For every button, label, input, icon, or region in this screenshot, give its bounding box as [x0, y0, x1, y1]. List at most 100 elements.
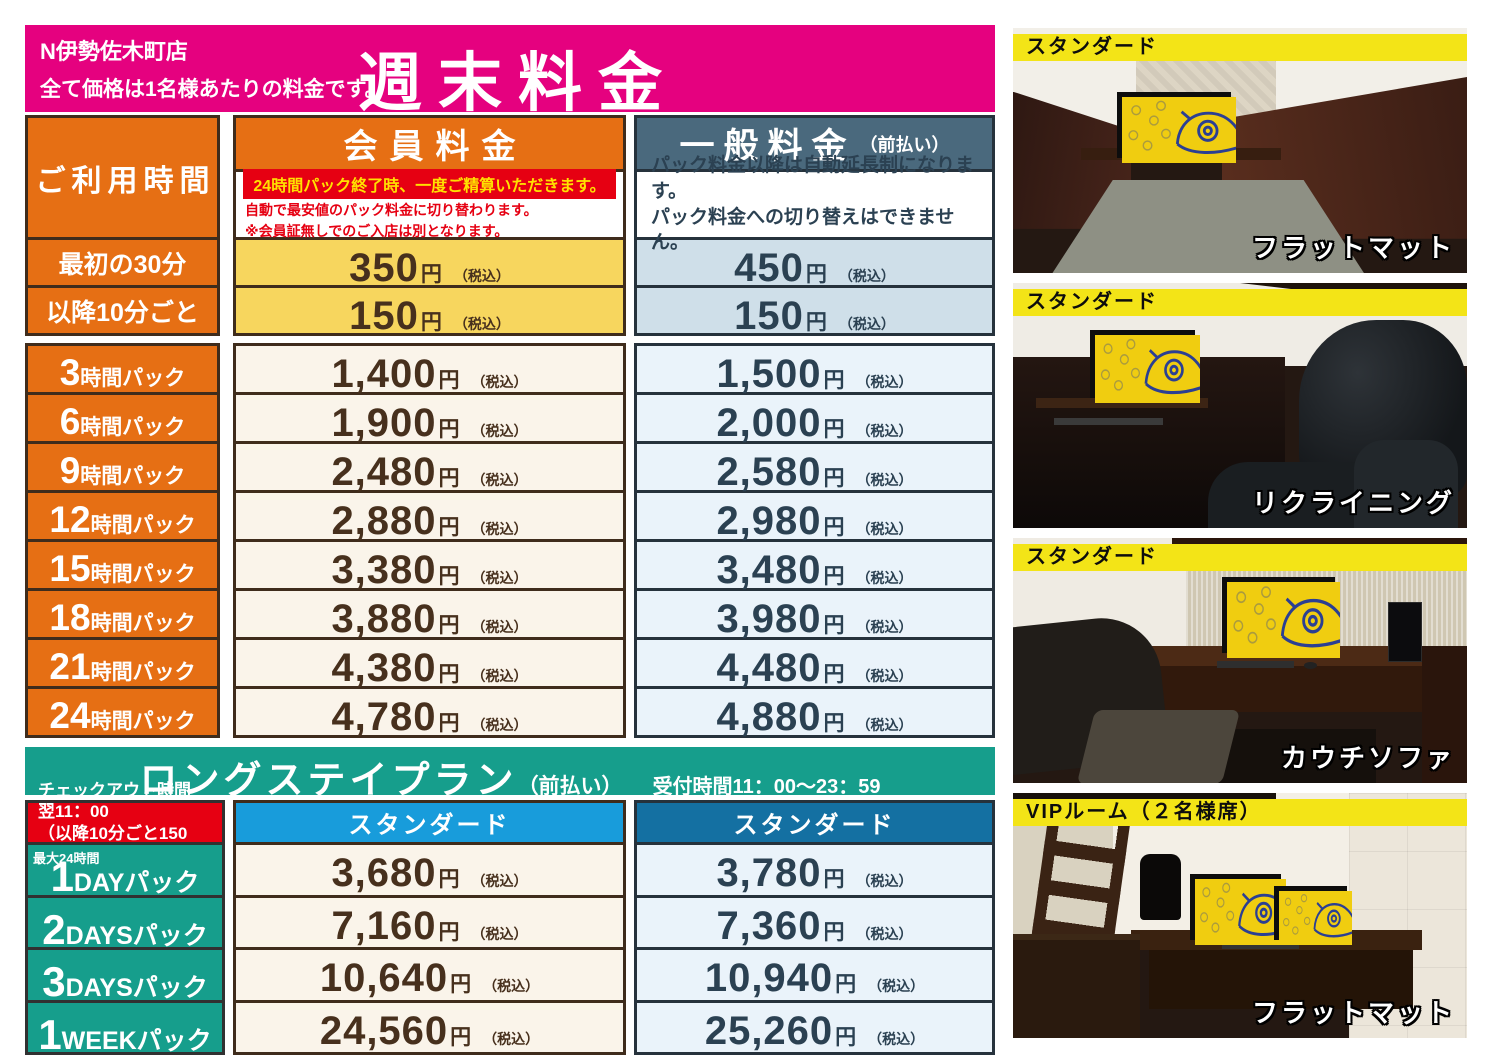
spacer [25, 336, 220, 343]
yen-label: 円 [835, 1026, 857, 1049]
price-value: 1,900 [331, 401, 437, 445]
tax-label: （税込） [471, 472, 528, 488]
price-value: 3,480 [716, 548, 822, 592]
member-price-cell: 1,400 円 （税込） [233, 343, 626, 396]
general-price-cell: 3,780 円 （税込） [634, 842, 995, 898]
row-label: 6 時間パック [25, 392, 220, 444]
member-price-cell: 3,880 円 （税込） [233, 588, 626, 641]
room-type-tag: スタンダード [1013, 34, 1467, 61]
price-value: 7,360 [716, 904, 822, 948]
tax-label: （税込） [471, 521, 528, 537]
yen-label: 円 [835, 973, 857, 996]
general-price-cell: 4,480 円 （税込） [634, 637, 995, 690]
yen-label: 円 [805, 311, 827, 334]
member-price-cell: 3,380 円 （税込） [233, 539, 626, 592]
general-price-cell: 3,980 円 （税込） [634, 588, 995, 641]
per-person-note: 全て価格は1名様あたりの料金です。 [40, 78, 386, 101]
checkout-notice: チェックアウト時間 翌11：00 （以降10分ごと150円） [25, 781, 225, 864]
tax-label: （税込） [856, 374, 913, 390]
tax-label: （税込） [838, 316, 895, 332]
general-price-cell: 25,260 円 （税込） [634, 1000, 995, 1055]
pack-days: 2 [42, 906, 66, 953]
general-price-cell: 2,580 円 （税込） [634, 441, 995, 494]
monitor [1274, 886, 1352, 945]
longstay-prepaid-label: （前払い） [517, 775, 623, 798]
price-value: 4,880 [716, 695, 822, 739]
room-photo-vip: VIPルーム（２名様席） フラットマット [1013, 793, 1467, 1038]
yen-label: 円 [823, 663, 845, 686]
room-photo-standard-recliner: スタンダード リクライニング [1013, 283, 1467, 528]
price-value: 150 [734, 294, 804, 338]
longstay-title: ロングステイプラン [139, 760, 518, 802]
member-price-cell: 4,380 円 （税込） [233, 637, 626, 690]
longstay-banner: ロングステイプラン （前払い） 受付時間11：00～23：59 [25, 747, 995, 802]
title-banner: N伊勢佐木町店 週末料金 全て価格は1名様あたりの料金です。 [25, 25, 995, 119]
general-header-text: 一般料金 [679, 127, 856, 166]
tax-label: （税込） [856, 521, 913, 537]
price-value: 2,480 [331, 450, 437, 494]
price-value: 2,880 [331, 499, 437, 543]
monitor [1090, 329, 1200, 404]
longstay-column-general: スタンダード 3,780 円（税込） 7,360 円（税込） 10,940 円（税込）… [634, 800, 995, 1055]
price-value: 350 [349, 246, 419, 290]
tax-label: （税込） [838, 268, 895, 284]
yen-label: 円 [438, 921, 460, 944]
pack-unit: 時間パック [90, 661, 196, 684]
general-price-cell: 2,000 円 （税込） [634, 392, 995, 445]
price-value: 25,260 [704, 1009, 834, 1053]
room-type-tag: スタンダード [1013, 289, 1467, 316]
member-header: 会員料金 [233, 115, 626, 172]
fish-mascot-icon [1101, 338, 1200, 394]
member-notice-title: 24時間パック終了時、一度ご精算いただきます。 [243, 169, 616, 199]
spacer [634, 336, 995, 343]
pack-unit: 時間パック [90, 514, 196, 537]
tax-label: （税込） [471, 570, 528, 586]
price-value: 1,400 [331, 352, 437, 396]
yen-label: 円 [823, 921, 845, 944]
pack-hours: 21 [49, 646, 91, 687]
yen-label: 円 [438, 467, 460, 490]
tax-label: （税込） [856, 873, 913, 889]
longstay-column-label: チェックアウト時間 翌11：00 （以降10分ごと150円） 最大24時間1DA… [25, 781, 225, 1058]
yen-label: 円 [438, 418, 460, 441]
member-price-cell: 24,560 円 （税込） [233, 1000, 626, 1055]
price-value: 10,640 [319, 956, 449, 1000]
monitor [1117, 91, 1236, 163]
checkout-line: チェックアウト時間 翌11：00 [38, 781, 191, 822]
yen-label: 円 [823, 467, 845, 490]
tax-label: （税込） [856, 472, 913, 488]
member-price-cell: 10,640 円 （税込） [233, 947, 626, 1003]
tax-label: （税込） [856, 423, 913, 439]
screen [1195, 878, 1286, 945]
price-value: 4,780 [331, 695, 437, 739]
tax-label: （税込） [483, 978, 540, 994]
tax-label: （税込） [453, 316, 510, 332]
tax-label: （税込） [471, 717, 528, 733]
spacer [233, 336, 626, 343]
price-value: 4,380 [331, 646, 437, 690]
tax-label: （税込） [471, 873, 528, 889]
room-type-tag: VIPルーム（２名様席） [1013, 799, 1467, 826]
pack-days: 1 [50, 853, 74, 900]
member-price-cell: 2,880 円 （税込） [233, 490, 626, 543]
yen-label: 円 [438, 565, 460, 588]
yen-label: 円 [823, 614, 845, 637]
price-value: 3,780 [716, 851, 822, 895]
screen [1122, 96, 1236, 163]
monitor [1221, 577, 1341, 659]
tax-label: （税込） [471, 374, 528, 390]
general-price-cell: 4,880 円 （税込） [634, 686, 995, 739]
price-value: 150 [349, 294, 419, 338]
price-value: 10,940 [704, 956, 834, 1000]
general-notice-line: パック料金以降は自動延長制になります。 [651, 155, 975, 202]
row-label: 3 時間パック [25, 343, 220, 395]
yen-label: 円 [438, 663, 460, 686]
price-value: 24,560 [319, 1009, 449, 1053]
tax-label: （税込） [856, 926, 913, 942]
room-photo-standard-couch: スタンダード カウチソファ [1013, 538, 1467, 783]
price-value: 3,680 [331, 851, 437, 895]
member-notice-line: ※会員証無しでのご入店は別となります。 [245, 222, 509, 239]
room-caption: リクライニング [1251, 488, 1455, 518]
room-type-tag: スタンダード [1013, 544, 1467, 571]
